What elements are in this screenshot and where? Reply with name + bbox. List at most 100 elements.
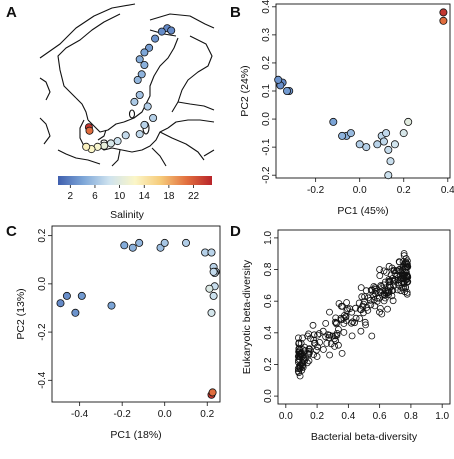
beta-point xyxy=(310,351,318,359)
beta-point xyxy=(403,260,411,268)
y-tick-label: 0.0 xyxy=(263,389,274,403)
x-tick-label: 0.2 xyxy=(397,185,411,196)
pca-point xyxy=(373,140,382,149)
salinity-colorbar: 2 6 10 14 18 22 xyxy=(58,176,212,202)
panel-label-c: C xyxy=(6,223,17,240)
y-tick-label: 1.0 xyxy=(263,231,274,245)
beta-point xyxy=(334,325,342,333)
beta-point xyxy=(399,272,407,280)
beta-point xyxy=(403,263,411,271)
panel-label-b: B xyxy=(230,4,241,21)
beta-point xyxy=(364,306,372,314)
y-tick-label: 0.1 xyxy=(261,84,272,98)
pca-point xyxy=(386,157,395,166)
beta-point xyxy=(352,304,359,312)
beta-point xyxy=(309,321,317,329)
beta-point xyxy=(301,343,309,351)
beta-point xyxy=(326,351,334,359)
beta-point xyxy=(361,318,369,326)
x-axis-label: Bacterial beta-diversity xyxy=(311,431,418,443)
beta-point xyxy=(381,278,389,286)
station-point xyxy=(140,48,149,57)
beta-point xyxy=(356,315,364,322)
colorbar-tick-label: 14 xyxy=(139,191,151,202)
beta-point xyxy=(357,284,365,292)
colorbar-title: Salinity xyxy=(110,209,145,221)
x-tick-label: -0.4 xyxy=(71,409,89,420)
colorbar-tick-label: 10 xyxy=(114,191,126,202)
beta-point xyxy=(348,332,356,340)
y-tick-label: -0.1 xyxy=(261,138,272,156)
pca-point xyxy=(439,8,448,17)
y-tick-label: 0.2 xyxy=(263,357,274,371)
beta-point xyxy=(378,282,385,290)
y-tick-label: -0.2 xyxy=(37,323,48,341)
beta-point xyxy=(385,277,393,285)
pca-point xyxy=(77,291,86,300)
beta-point xyxy=(371,302,379,310)
beta-point xyxy=(332,320,340,328)
beta-point xyxy=(299,334,307,342)
pca-point xyxy=(379,137,388,146)
plot-frame xyxy=(51,225,221,403)
beta-point xyxy=(351,319,359,327)
colorbar-bar xyxy=(58,176,212,185)
station-point xyxy=(145,43,154,52)
station-point xyxy=(140,120,149,129)
beta-point xyxy=(313,353,321,360)
pca-point xyxy=(209,267,218,276)
pca-point xyxy=(207,308,216,317)
y-tick-label: -0.4 xyxy=(37,371,48,389)
station-point xyxy=(113,137,122,146)
pca-point xyxy=(439,16,448,25)
x-tick-label: 0.0 xyxy=(353,185,367,196)
beta-point xyxy=(378,310,386,318)
station-point xyxy=(149,114,158,123)
y-tick-label: 0.8 xyxy=(263,262,274,276)
station-point xyxy=(121,131,130,140)
pca-eukaryotes-plot: -0.4 -0.2 0.0 0.2 -0.4 -0.2 0.0 0.2 PC1 (18%) PC2… xyxy=(15,225,221,441)
beta-point xyxy=(331,318,339,326)
x-tick-label: 1.0 xyxy=(435,411,449,422)
y-axis-label: PC2 (13%) xyxy=(15,288,27,339)
beta-point xyxy=(312,346,320,354)
beta-point xyxy=(303,359,311,367)
beta-point xyxy=(340,328,348,336)
beta-point xyxy=(334,341,342,349)
beta-point xyxy=(401,288,409,296)
pca-point xyxy=(135,238,144,247)
station-point xyxy=(130,97,139,106)
x-tick-label: 0.2 xyxy=(310,411,324,422)
beta-point xyxy=(368,332,376,340)
beta-point xyxy=(402,268,410,276)
pca-point xyxy=(384,171,393,180)
beta-point xyxy=(329,332,337,340)
beta-point xyxy=(381,294,389,302)
y-tick-label: 0.0 xyxy=(37,276,48,290)
beta-diversity-plot: 0.0 0.2 0.4 0.6 0.8 1.0 0.0 0.2 0.4 0.6 0.8 1.0 Bact… xyxy=(241,229,451,443)
beta-point xyxy=(340,314,348,322)
baltic-map: 2 6 10 14 18 22 Salinity xyxy=(39,3,215,221)
beta-point xyxy=(316,338,324,346)
pca-point xyxy=(181,238,190,247)
pca-point xyxy=(404,117,413,126)
sampling-stations xyxy=(82,24,176,154)
x-tick-label: 0.6 xyxy=(373,411,387,422)
colorbar-tick-label: 22 xyxy=(188,191,200,202)
y-tick-label: 0.0 xyxy=(261,112,272,126)
beta-point xyxy=(305,357,313,365)
station-point xyxy=(137,70,146,79)
pca-point xyxy=(382,129,391,138)
beta-point xyxy=(380,267,388,275)
beta-point xyxy=(397,279,405,287)
y-tick-label: 0.3 xyxy=(261,27,272,41)
beta-point xyxy=(322,333,330,341)
beta-point xyxy=(376,272,384,280)
station-point xyxy=(133,76,142,85)
station-point xyxy=(82,142,91,151)
beta-point xyxy=(364,294,372,302)
beta-point xyxy=(376,308,383,316)
pca-point xyxy=(399,129,408,138)
station-point xyxy=(106,139,115,148)
